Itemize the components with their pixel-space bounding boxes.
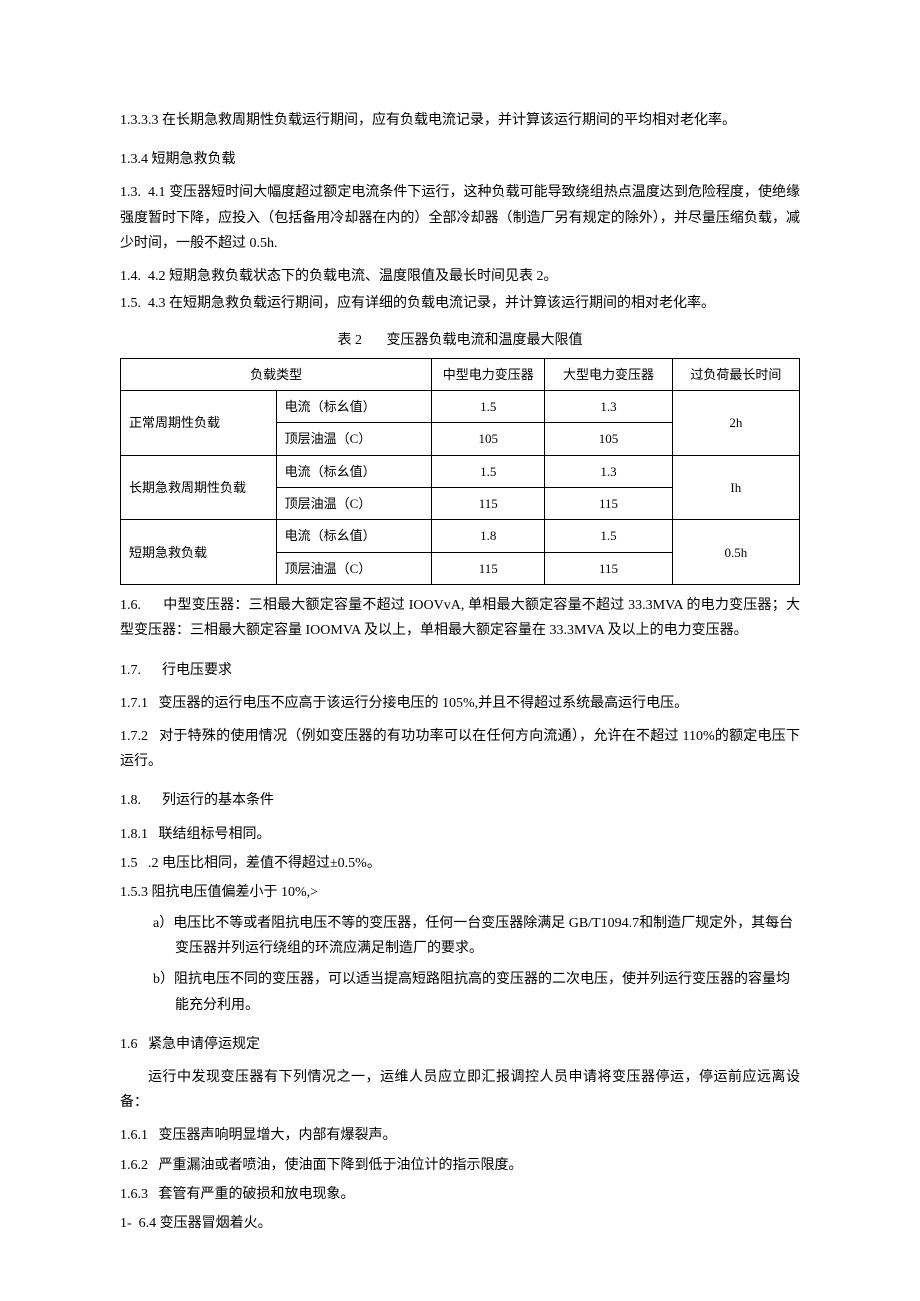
para-181: 1.8.1 联结组标号相同。 [120,822,800,847]
cell-value: 1.3 [545,390,672,422]
para-1442: 1.4. 4.2 短期急救负载状态下的负载电流、温度限值及最长时间见表 2。 [120,264,800,289]
cell-time: Ih [672,455,799,520]
para-153: 1.5.3 阻抗电压值偏差小于 10%,> [120,880,800,905]
table-caption: 表 2 变压器负载电流和温度最大限值 [120,328,800,353]
cell-value: 115 [432,552,545,584]
cell-value: 1.5 [545,520,672,552]
para-1341: 1.3. 4.1 变压器短时间大幅度超过额定电流条件下运行，这种负载可能导致绕组… [120,180,800,256]
para-163: 1.6.3 套管有严重的破损和放电现象。 [120,1182,800,1207]
cell-value: 1.3 [545,455,672,487]
heading-17: 1.7. 行电压要求 [120,658,800,683]
heading-18: 1.8. 列运行的基本条件 [120,788,800,813]
th-load-type: 负载类型 [121,358,432,390]
cell-value: 1.5 [432,390,545,422]
heading-16b: 1.6 紧急申请停运规定 [120,1032,800,1057]
cell-param: 顶层油温（C） [276,423,432,455]
para-1333: 1.3.3.3 在长期急救周期性负载运行期间，应有负载电流记录，并计算该运行期间… [120,108,800,133]
para-164: 1- 6.4 变压器冒烟着火。 [120,1211,800,1236]
table-row: 长期急救周期性负载 电流（标幺值） 1.5 1.3 Ih [121,455,800,487]
th-large: 大型电力变压器 [545,358,672,390]
cell-time: 2h [672,390,799,455]
th-medium: 中型电力变压器 [432,358,545,390]
para-a: a）电压比不等或者阻抗电压不等的变压器，任何一台变压器除满足 GB/T1094.… [120,911,800,961]
cell-type: 长期急救周期性负载 [121,455,277,520]
cell-type: 短期急救负载 [121,520,277,585]
table-row: 短期急救负载 电流（标幺值） 1.8 1.5 0.5h [121,520,800,552]
cell-param: 电流（标幺值） [276,520,432,552]
cell-value: 105 [432,423,545,455]
cell-time: 0.5h [672,520,799,585]
para-171: 1.7.1 变压器的运行电压不应高于该运行分接电压的 105%,并且不得超过系统… [120,691,800,716]
cell-value: 115 [545,488,672,520]
cell-value: 105 [545,423,672,455]
table-row: 正常周期性负载 电流（标幺值） 1.5 1.3 2h [121,390,800,422]
para-162: 1.6.2 严重漏油或者喷油，使油面下降到低于油位计的指示限度。 [120,1153,800,1178]
cell-value: 1.8 [432,520,545,552]
cell-value: 115 [545,552,672,584]
cell-param: 电流（标幺值） [276,390,432,422]
para-1543: 1.5. 4.3 在短期急救负载运行期间，应有详细的负载电流记录，并计算该运行期… [120,291,800,316]
para-152: 1.5 .2 电压比相同，差值不得超过±0.5%。 [120,851,800,876]
para-161: 1.6.1 变压器声响明显增大，内部有爆裂声。 [120,1123,800,1148]
para-16: 1.6. 中型变压器：三相最大额定容量不超过 IOOVvA, 单相最大额定容量不… [120,593,800,643]
para-16c: 运行中发现变压器有下列情况之一，运维人员应立即汇报调控人员申请将变压器停运，停运… [120,1065,800,1115]
th-time: 过负荷最长时间 [672,358,799,390]
cell-value: 115 [432,488,545,520]
para-b: b）阻抗电压不同的变压器，可以适当提高短路阻抗高的变压器的二次电压，使并列运行变… [120,967,800,1017]
cell-value: 1.5 [432,455,545,487]
para-172: 1.7.2 对于特殊的使用情况（例如变压器的有功功率可以在任何方向流通），允许在… [120,724,800,774]
cell-param: 顶层油温（C） [276,488,432,520]
load-limit-table: 负载类型 中型电力变压器 大型电力变压器 过负荷最长时间 正常周期性负载 电流（… [120,358,800,586]
cell-param: 顶层油温（C） [276,552,432,584]
heading-134: 1.3.4 短期急救负载 [120,147,800,172]
cell-type: 正常周期性负载 [121,390,277,455]
cell-param: 电流（标幺值） [276,455,432,487]
table-header-row: 负载类型 中型电力变压器 大型电力变压器 过负荷最长时间 [121,358,800,390]
